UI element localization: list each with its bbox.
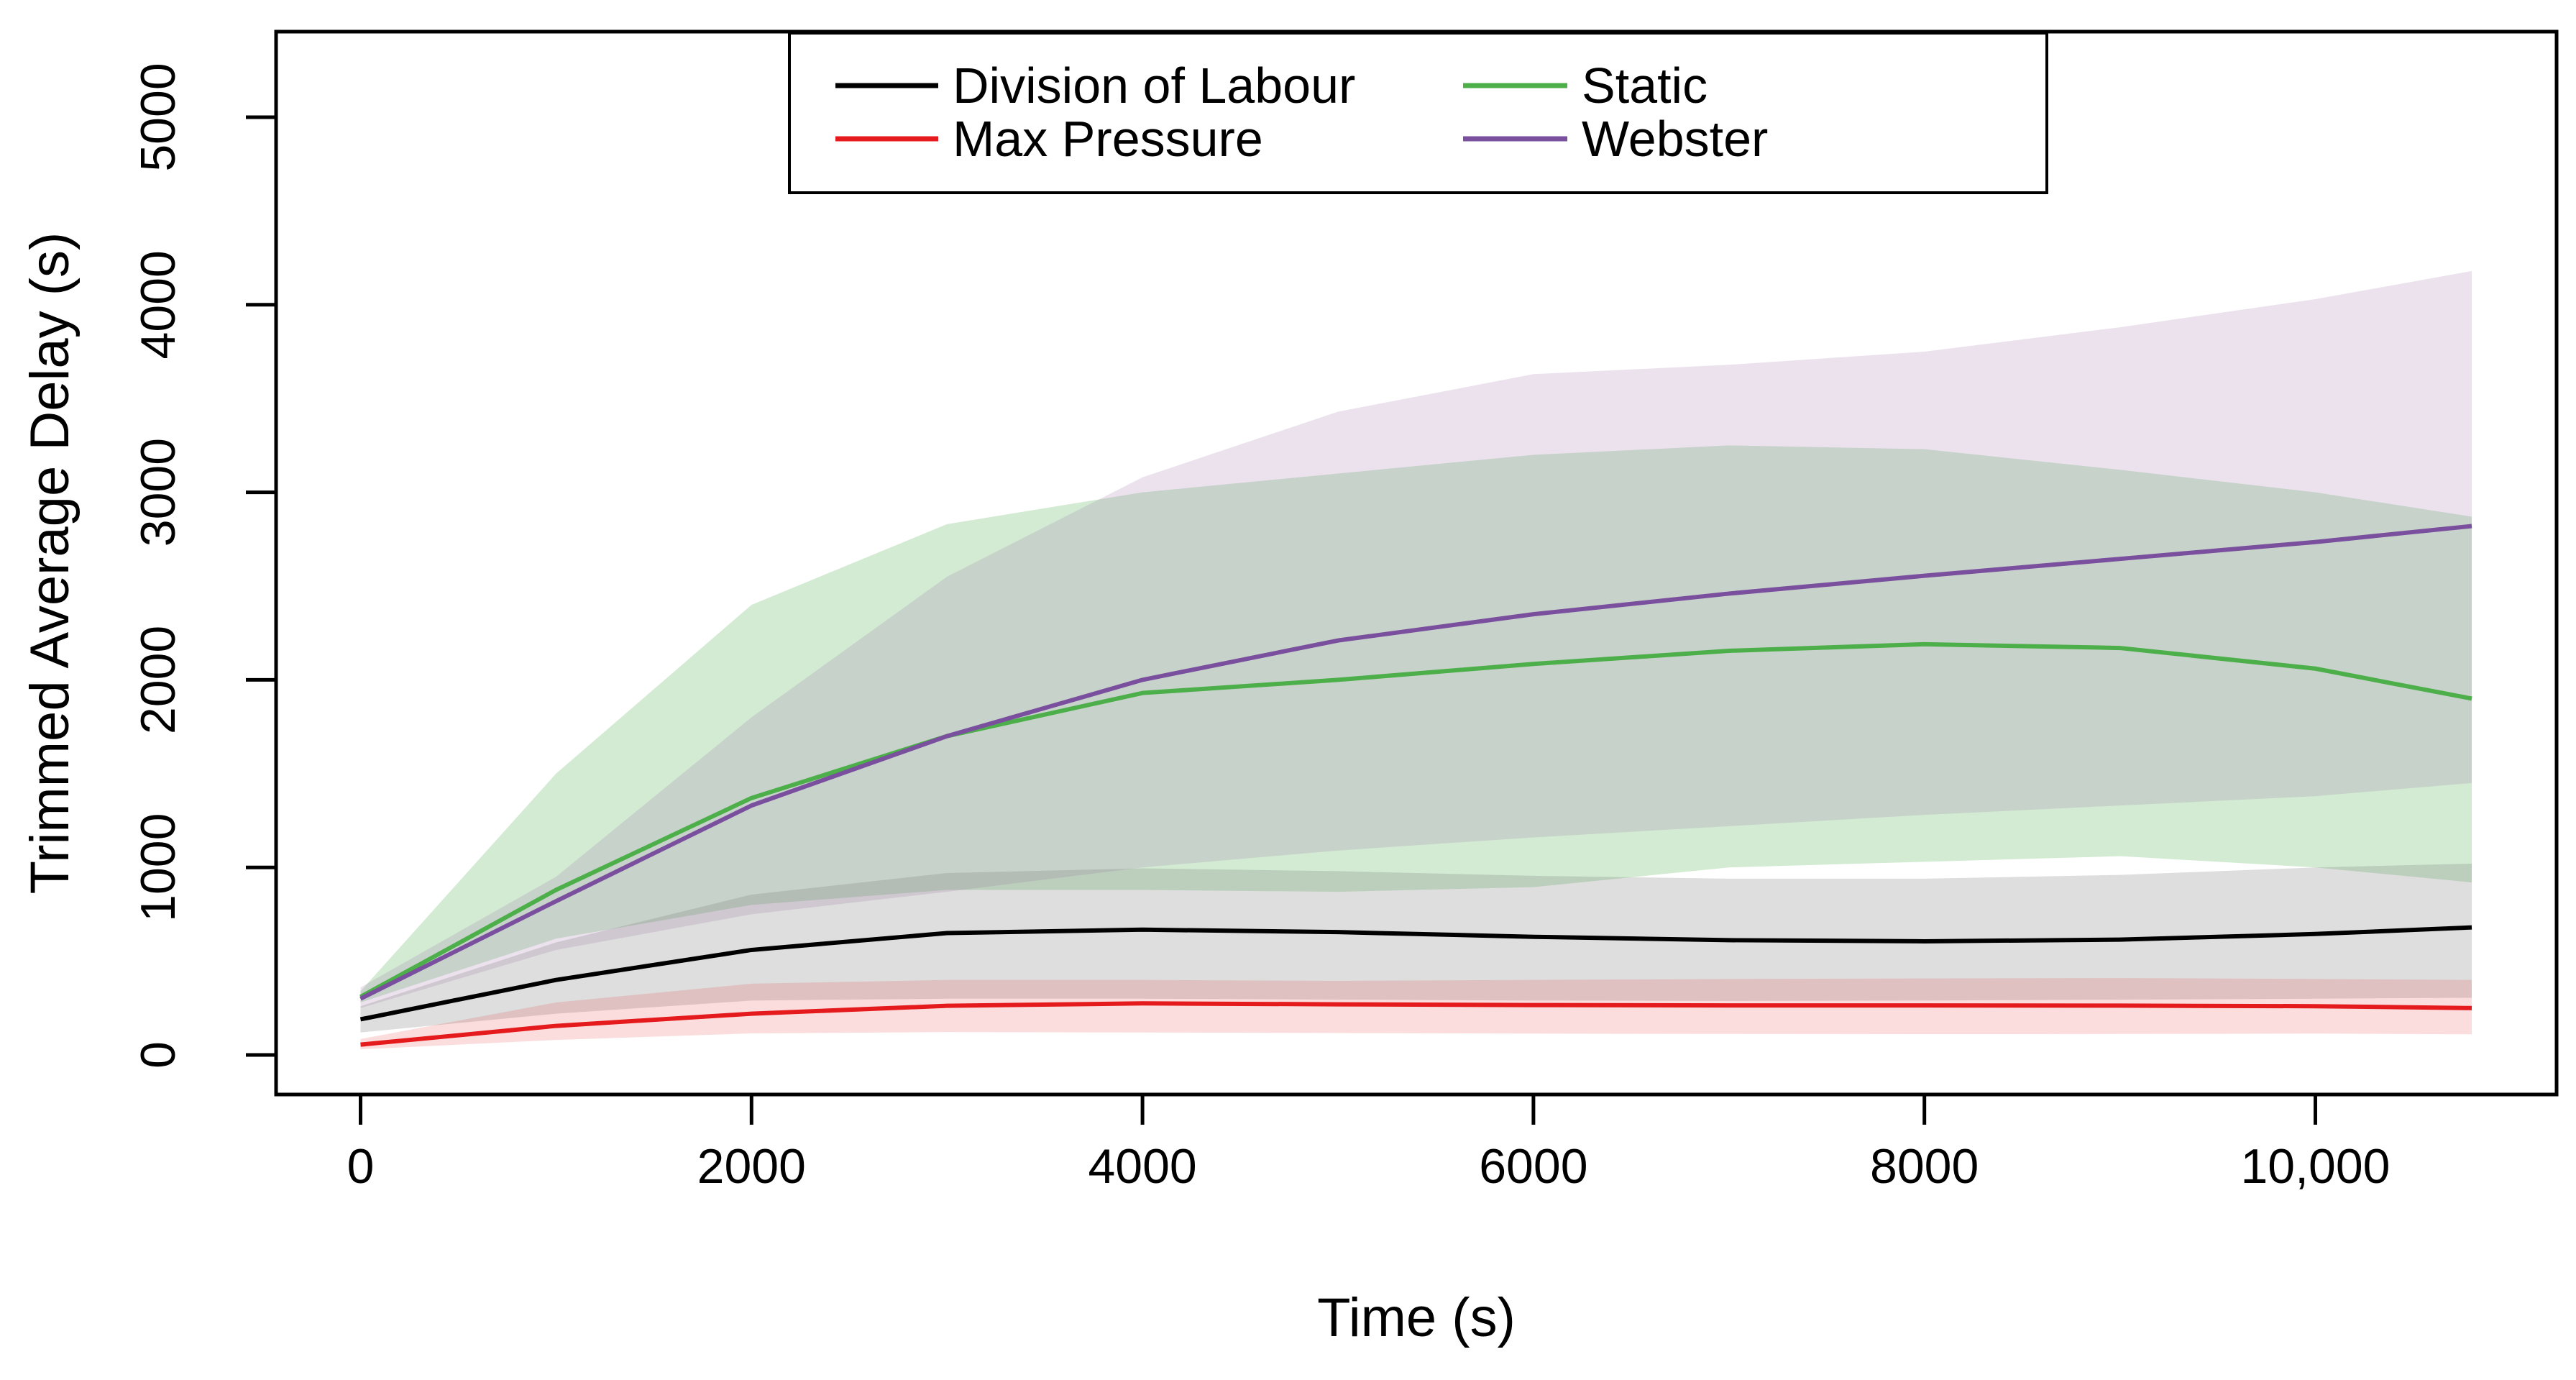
x-tick-label: 10,000 (2240, 1139, 2390, 1194)
x-axis: 0 2000 4000 6000 8000 10,000 (347, 1095, 2390, 1194)
series-lines (359, 524, 2472, 1047)
confidence-band-max-pressure (360, 978, 2472, 1050)
y-tick-label: 2000 (131, 626, 185, 734)
series-line-webster (359, 524, 2472, 1001)
legend-label-max-pressure: Max Pressure (953, 111, 1263, 167)
x-tick-label: 8000 (1870, 1139, 1979, 1194)
x-tick-label: 6000 (1479, 1139, 1587, 1194)
confidence-band-static (360, 445, 2472, 1002)
legend-box (788, 32, 2048, 194)
series-line-static (359, 641, 2472, 999)
y-tick-label: 4000 (131, 250, 185, 359)
confidence-band-webster (360, 270, 2472, 1008)
confidence-bands (360, 270, 2472, 1050)
y-tick-label: 1000 (131, 813, 185, 922)
y-tick-label: 5000 (131, 63, 185, 171)
x-tick-label: 0 (347, 1139, 375, 1194)
legend-label-webster: Webster (1582, 111, 1768, 167)
x-axis-title: Time (s) (1317, 1287, 1516, 1348)
legend-label-division-of-labour: Division of Labour (953, 58, 1355, 114)
x-tick-label: 4000 (1088, 1139, 1196, 1194)
series-line-max-pressure (360, 1001, 2472, 1047)
series-line-division-of-labour (359, 925, 2472, 1022)
y-axis-title: Trimmed Average Delay (s) (19, 232, 81, 895)
y-tick-label: 0 (131, 1041, 185, 1069)
confidence-band-division-of-labour (360, 863, 2472, 1033)
x-tick-label: 2000 (697, 1139, 806, 1194)
y-axis: 0 1000 2000 3000 4000 5000 (131, 63, 276, 1069)
y-tick-label: 3000 (131, 438, 185, 547)
legend-label-static: Static (1582, 58, 1708, 114)
